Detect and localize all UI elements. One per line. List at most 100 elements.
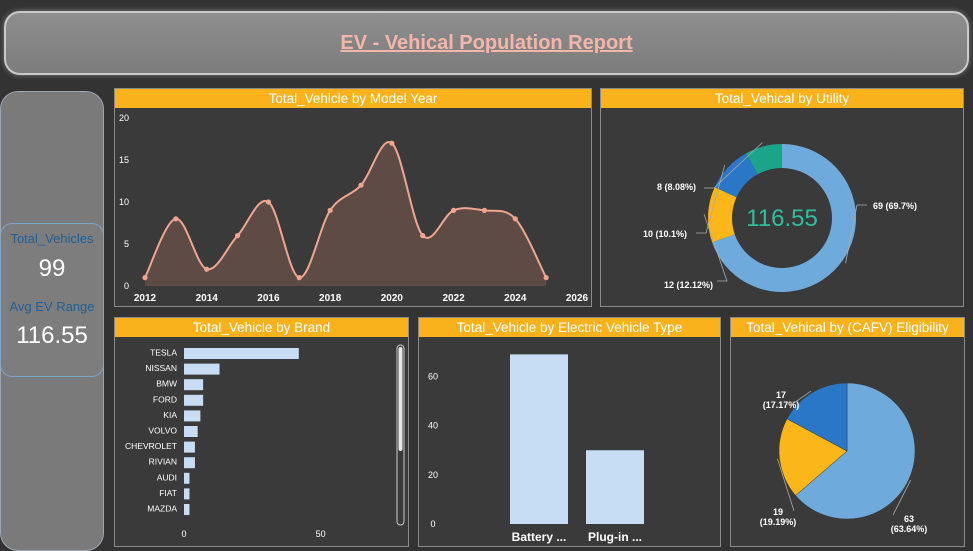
brand-bar <box>184 394 204 406</box>
utility-chart: 69 (69.7%) 12 (12.12%) 10 (10.1%) 8 (8.08%)… <box>643 142 917 292</box>
brand-label: FIAT <box>159 488 177 498</box>
data-point <box>358 182 364 188</box>
leader-line <box>703 214 728 282</box>
report-title-banner: EV - Vehical Population Report <box>4 11 969 75</box>
x-tick-label: 2024 <box>504 293 527 304</box>
pie-slice <box>786 382 848 452</box>
data-point <box>234 233 241 239</box>
model-year-chart-title: Total_Vehicle by Model Year <box>115 89 591 108</box>
y-tick-label: 60 <box>428 372 438 382</box>
leader-line <box>696 164 726 234</box>
data-point <box>450 207 457 213</box>
ev-type-chart: 0 20 40 60 Battery ... Plug-in ... <box>428 354 644 544</box>
brand-bar <box>184 363 220 375</box>
x-tick-label: 2014 <box>196 293 219 304</box>
data-label: 12 (12.12%) <box>664 280 713 290</box>
utility-chart-title: Total_Vehical by Utility <box>601 89 963 108</box>
data-label-percent: (19.19%) <box>760 517 797 527</box>
brand-label: FORD <box>153 394 177 404</box>
brand-label: RIVIAN <box>149 457 177 467</box>
brand-label: BMW <box>156 379 177 389</box>
category-label: Plug-in ... <box>588 530 642 544</box>
donut-center-value: 116.55 <box>746 205 818 232</box>
type-bar <box>510 354 568 524</box>
brand-label: CHEVROLET <box>125 441 177 451</box>
x-tick-label: 2012 <box>134 293 157 304</box>
total-vehicles-value: 99 <box>38 255 66 282</box>
brand-label: TESLA <box>150 348 177 358</box>
report-title: EV - Vehical Population Report <box>340 31 633 54</box>
x-tick-label: 2020 <box>381 293 404 304</box>
total-vehicles-label: Total_Vehicles <box>10 231 94 246</box>
brand-bar <box>184 410 201 422</box>
data-point <box>142 275 148 281</box>
y-tick-label: 15 <box>119 155 129 165</box>
x-tick-label: 0 <box>181 529 186 539</box>
brand-label: AUDI <box>157 472 177 482</box>
cafv-panel: Total_Vehical by (CAFV) Eligibility 63 (6… <box>730 317 965 547</box>
data-label: 8 (8.08%) <box>657 182 696 192</box>
brand-panel: Total_Vehicle by Brand TESLA NISSAN BMW FOR… <box>114 317 409 547</box>
donut-slice <box>714 153 758 198</box>
data-label-percent: (17.17%) <box>763 400 800 410</box>
model-year-chart: 0 5 10 15 20 2012 2014 2016 2018 2020 2022 2024 2026 <box>119 113 589 304</box>
category-label: Battery ... <box>512 530 567 544</box>
brand-bar <box>184 441 195 453</box>
data-point <box>265 199 272 205</box>
data-label: 10 (10.1%) <box>643 229 687 239</box>
data-point <box>420 233 426 239</box>
brand-label: VOLVO <box>148 426 177 436</box>
donut-slice <box>712 144 856 292</box>
leader-line <box>845 204 867 264</box>
donut-slice <box>746 144 782 175</box>
data-point <box>481 207 488 213</box>
data-point <box>296 275 302 281</box>
kpi-card: Total_Vehicles 99 Avg EV Range 116.55 <box>0 223 104 377</box>
brand-label: KIA <box>163 410 177 420</box>
x-tick-label: 2016 <box>257 293 280 304</box>
pie-slice <box>778 418 848 496</box>
cafv-chart: 63(63.64%) 19(19.19%) 17(17.17%) <box>760 382 928 534</box>
x-tick-label: 2018 <box>319 293 342 304</box>
x-tick-label: 2026 <box>566 293 589 304</box>
y-tick-label: 0 <box>430 519 435 529</box>
x-tick-label: 2022 <box>442 293 465 304</box>
data-point <box>173 216 179 222</box>
brand-bar <box>184 457 195 469</box>
leader-line <box>777 458 795 512</box>
data-point <box>543 275 549 281</box>
y-tick-label: 20 <box>119 113 129 123</box>
data-point <box>389 140 395 146</box>
y-tick-label: 20 <box>428 470 438 480</box>
y-tick-label: 5 <box>124 239 129 249</box>
donut-slice <box>708 187 737 243</box>
leader-line <box>793 390 812 404</box>
brand-bar <box>184 488 190 500</box>
data-point <box>512 216 518 222</box>
y-tick-label: 10 <box>119 197 129 207</box>
scrollbar-track <box>396 344 405 526</box>
brand-bar <box>184 379 204 391</box>
ev-type-chart-title: Total_Vehicle by Electric Vehicle Type <box>419 318 720 337</box>
brand-chart-title: Total_Vehicle by Brand <box>115 318 408 337</box>
data-label-value: 63 <box>904 514 914 524</box>
y-tick-label: 40 <box>428 421 438 431</box>
data-label: 69 (69.7%) <box>873 201 917 211</box>
pie-slice <box>795 382 916 520</box>
area-fill <box>145 142 547 286</box>
y-tick-label: 0 <box>124 281 129 291</box>
data-point <box>327 207 333 213</box>
type-bar <box>586 450 644 524</box>
leader-line <box>704 142 763 189</box>
scrollbar-thumb <box>398 347 403 451</box>
brand-bar <box>184 472 190 484</box>
brand-label: NISSAN <box>145 363 177 373</box>
brand-bar <box>184 348 299 359</box>
avg-range-value: 116.55 <box>16 322 88 349</box>
x-tick-label: 50 <box>316 529 326 539</box>
brand-bar <box>184 426 198 437</box>
leader-line <box>892 479 912 516</box>
brand-label: MAZDA <box>147 504 177 514</box>
data-label-percent: (63.64%) <box>891 524 928 534</box>
model-year-panel: Total_Vehicle by Model Year 0 5 10 15 20 2012… <box>114 88 592 307</box>
